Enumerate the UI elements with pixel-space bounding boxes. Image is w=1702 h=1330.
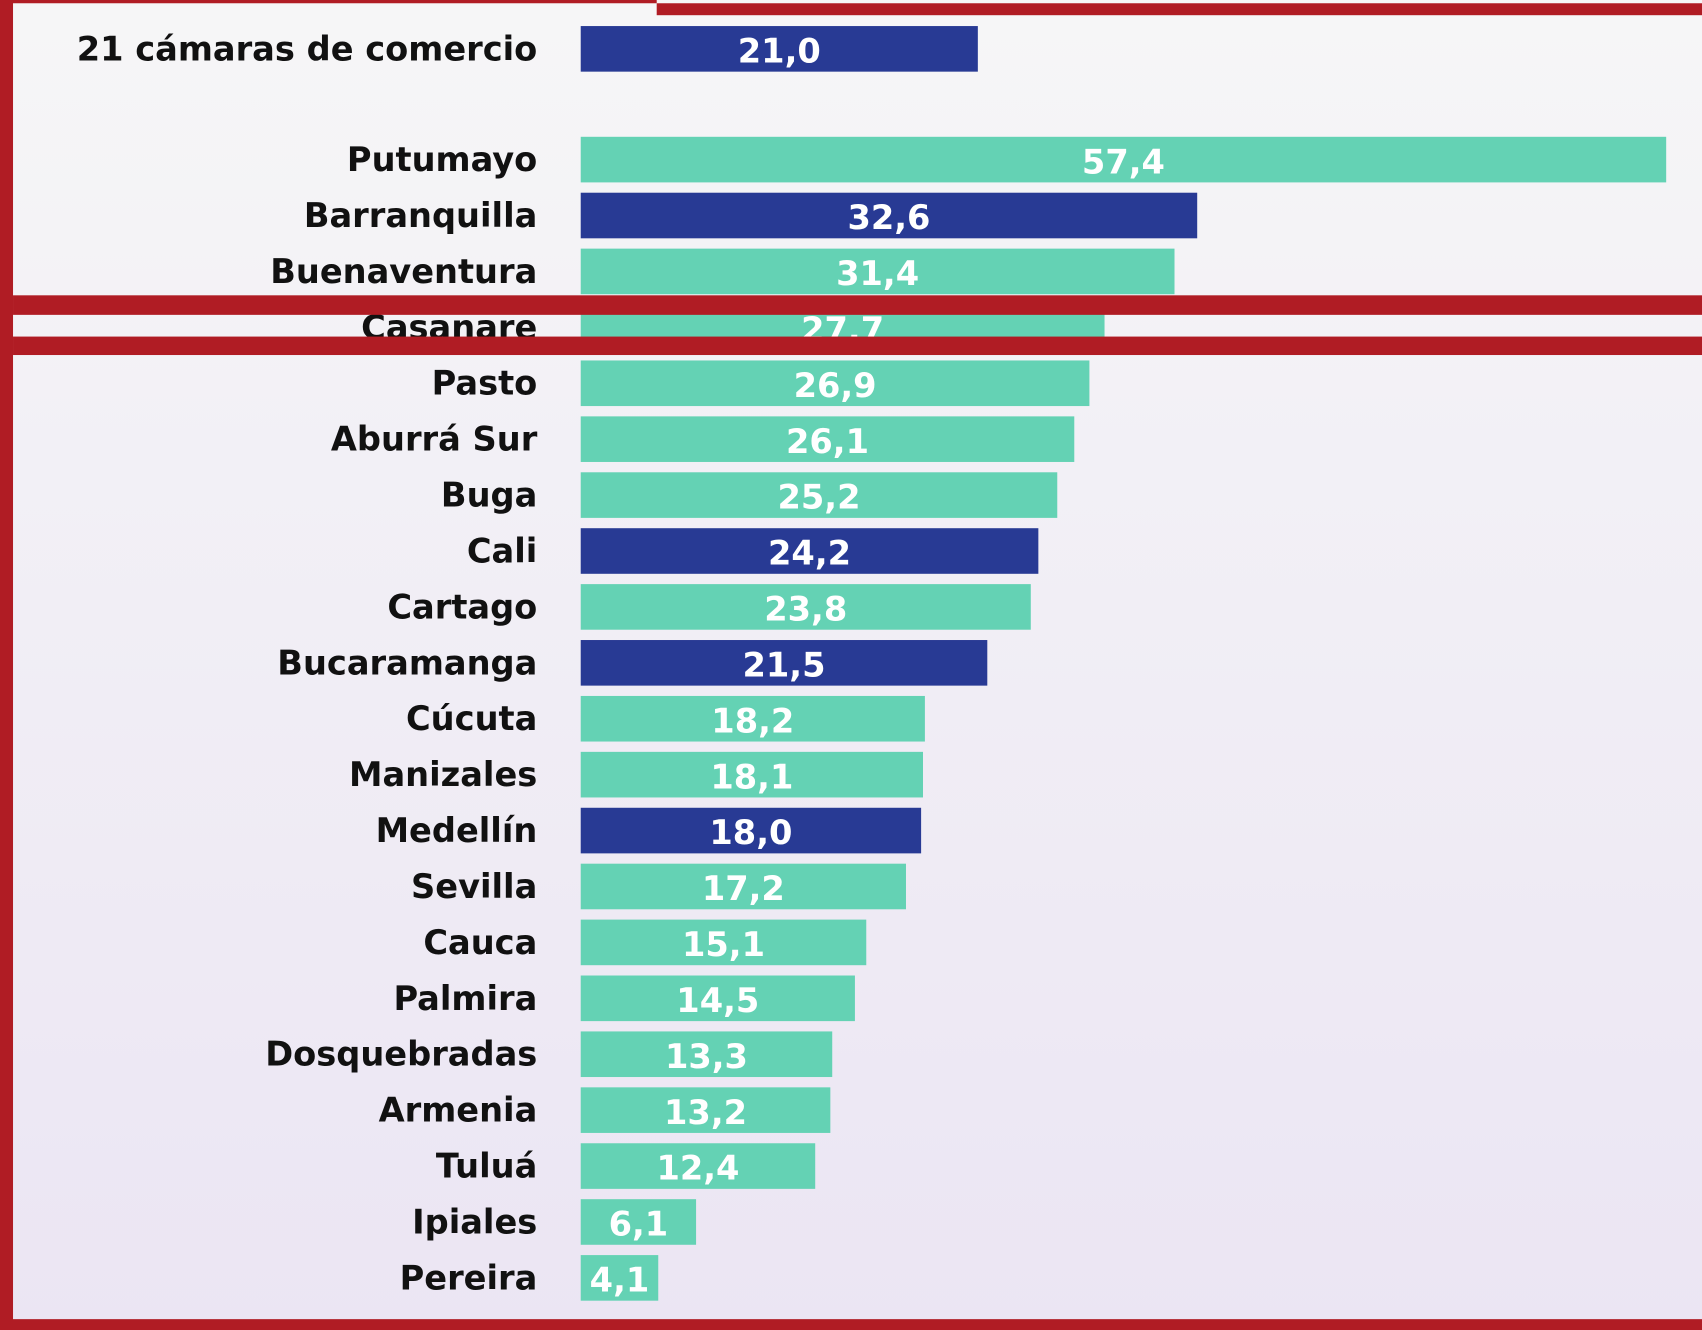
- category-label: Ipiales: [412, 1202, 537, 1241]
- category-label: Buga: [441, 476, 537, 515]
- category-label: Buenaventura: [270, 252, 537, 291]
- category-label: Pasto: [432, 364, 538, 403]
- value-label: 25,2: [777, 478, 860, 517]
- frame: [13, 295, 1702, 315]
- frame: [0, 1319, 1702, 1330]
- category-label: Cali: [467, 531, 537, 570]
- bar: [580, 640, 988, 686]
- bar: [580, 472, 1058, 518]
- value-label: 18,2: [711, 701, 794, 740]
- value-label: 15,1: [682, 925, 765, 964]
- value-label: 21,0: [738, 32, 821, 71]
- bar: [580, 528, 1039, 574]
- bar: [580, 807, 922, 854]
- category-label: Putumayo: [347, 140, 537, 179]
- value-label: 17,2: [702, 869, 785, 908]
- frame: [0, 0, 14, 1330]
- category-label: Medellín: [376, 811, 538, 850]
- value-label: 4,1: [590, 1261, 650, 1300]
- value-label: 13,2: [664, 1093, 747, 1132]
- category-label: Pereira: [400, 1258, 538, 1297]
- category-label: Tuluá: [436, 1147, 537, 1186]
- frame: [13, 336, 1702, 356]
- bar: [580, 192, 1198, 239]
- plot: 21 cámaras de comercio 21,0 Putumayo 57,4 Ba…: [77, 26, 1667, 1301]
- bar: [580, 751, 923, 798]
- category-label: Armenia: [379, 1091, 538, 1130]
- value-label: 26,9: [794, 366, 877, 405]
- bar: [580, 1199, 697, 1245]
- value-label: 6,1: [609, 1205, 669, 1244]
- value-label: 18,0: [709, 813, 792, 852]
- value-label: 12,4: [656, 1149, 739, 1188]
- category-label: Palmira: [393, 979, 537, 1018]
- value-label: 13,3: [665, 1037, 748, 1076]
- bar: [580, 248, 1175, 295]
- bar: [580, 695, 925, 742]
- bar: [580, 1255, 659, 1301]
- frame: [656, 3, 1702, 16]
- value-label: 31,4: [836, 254, 919, 293]
- bar: [580, 975, 855, 1022]
- frame: [0, 0, 657, 4]
- bar: [580, 136, 1667, 183]
- category-label: Manizales: [349, 755, 537, 794]
- value-label: 14,5: [676, 981, 759, 1020]
- value-label: 32,6: [847, 198, 930, 237]
- bar: [580, 1031, 833, 1078]
- bar: [580, 1143, 816, 1189]
- bar: [580, 1087, 831, 1133]
- bar: [580, 584, 1031, 630]
- bar: [580, 416, 1075, 462]
- value-label: 21,5: [743, 645, 826, 684]
- category-label: Bucaramanga: [277, 643, 537, 682]
- value-label: 24,2: [768, 534, 851, 573]
- category-label: Barranquilla: [304, 196, 537, 235]
- bar: [580, 863, 906, 910]
- category-label: Aburrá Sur: [331, 420, 538, 459]
- category-label: 21 cámaras de comercio: [77, 29, 538, 68]
- bar: [580, 360, 1090, 407]
- category-label: Dosquebradas: [265, 1035, 537, 1074]
- category-label: Cartago: [387, 587, 537, 626]
- value-label: 57,4: [1082, 142, 1165, 181]
- bar: [580, 919, 867, 966]
- bar: [580, 26, 978, 72]
- category-label: Cúcuta: [406, 699, 537, 738]
- category-label: Sevilla: [411, 867, 537, 906]
- category-label: Cauca: [423, 923, 537, 962]
- value-label: 23,8: [764, 590, 847, 629]
- value-label: 26,1: [786, 422, 869, 461]
- value-label: 18,1: [710, 757, 793, 796]
